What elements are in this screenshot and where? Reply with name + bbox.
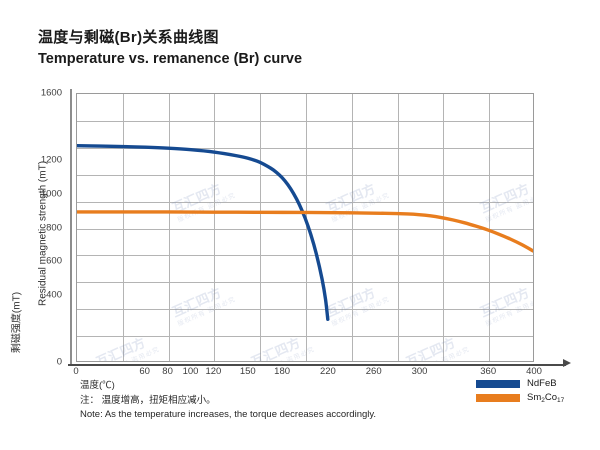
gridline-horizontal: [77, 309, 533, 311]
gridline-horizontal: [77, 147, 533, 149]
gridline-horizontal: [77, 120, 533, 122]
y-tick-label: 1600: [40, 87, 62, 99]
chart-note: 注： 温度增高，扭矩相应减小。 Note: As the temperature…: [80, 394, 376, 421]
x-tick-label: 120: [205, 366, 222, 377]
x-tick-label: 0: [73, 366, 79, 377]
chart-note-en: Note: As the temperature increases, the …: [80, 408, 377, 420]
series-line-ndfeb: [77, 146, 328, 320]
chart-title-block: 温度与剩磁(Br)关系曲线图 Temperature vs. remanence…: [38, 28, 302, 69]
gridline-horizontal: [77, 228, 533, 230]
x-tick-label: 400: [526, 366, 542, 377]
legend-label: Sm2Co17: [527, 392, 565, 404]
gridline-vertical: [397, 94, 399, 361]
y-tick-label: 800: [46, 222, 62, 233]
x-tick-label: 220: [319, 366, 336, 377]
y-axis-spine: [70, 89, 72, 366]
y-tick-label: 600: [46, 255, 62, 267]
x-tick-label: 100: [182, 366, 199, 377]
y-tick-label: 400: [46, 289, 62, 301]
x-tick-label: 360: [480, 366, 497, 377]
chart-title-cn: 温度与剩磁(Br)关系曲线图: [38, 29, 219, 46]
gridline-vertical: [489, 94, 491, 361]
x-axis-spine: [68, 364, 566, 366]
y-axis-ticks: 0 400 600 800 1000 1200 1600: [22, 0, 62, 450]
x-tick-label: 180: [274, 366, 291, 377]
x-tick-label: 150: [239, 366, 256, 377]
legend-item-ndfeb[interactable]: NdFeB: [476, 378, 564, 389]
gridline-horizontal: [77, 174, 533, 176]
legend-swatch: [476, 393, 520, 402]
gridline-vertical: [306, 94, 307, 361]
chart-title-en: Temperature vs. remanence (Br) curve: [38, 51, 303, 67]
x-tick-label: 60: [139, 366, 150, 377]
gridline-vertical: [260, 94, 262, 361]
series-line-sm2co17: [77, 212, 533, 251]
x-axis-label-cn: 温度(℃): [80, 380, 115, 391]
plot-inner: 互汇四方 版权所有 盗用必究 互汇四方 版权所有 盗用必究 互汇四方 版权所有 盗用必究互…: [77, 94, 533, 361]
gridline-vertical: [122, 94, 124, 361]
x-tick-label: 260: [365, 366, 382, 377]
gridline-vertical: [214, 94, 216, 361]
legend-label: NdFeB: [527, 378, 557, 389]
gridline-horizontal: [77, 201, 533, 203]
y-tick-label: 0: [56, 356, 62, 368]
series-canvas: [77, 94, 533, 361]
x-axis-arrow-icon: [563, 359, 571, 367]
gridline-horizontal: [77, 282, 533, 284]
gridline-vertical: [443, 94, 445, 361]
legend-swatch: [476, 379, 520, 388]
chart-legend: NdFeB Sm2Co17: [476, 378, 564, 406]
plot-area: 互汇四方 版权所有 盗用必究 互汇四方 版权所有 盗用必究 互汇四方 版权所有 盗用必究互…: [76, 93, 534, 362]
y-tick-label: 1000: [40, 188, 62, 200]
x-tick-label: 80: [162, 366, 173, 377]
x-axis-ticks: 0 60 80 100 120 150 180 220 260 300 360 400: [0, 366, 600, 382]
gridline-horizontal: [77, 336, 533, 338]
legend-item-sm2co17[interactable]: Sm2Co17: [476, 392, 565, 404]
y-axis-label-en: Residual magnetic strength (mT): [37, 160, 49, 307]
x-tick-label: 300: [411, 366, 428, 377]
y-axis-label-cn: 剩磁强度(mT): [11, 291, 23, 354]
gridline-vertical: [168, 94, 170, 361]
gridline-vertical: [351, 94, 353, 361]
gridline-horizontal: [77, 255, 533, 257]
y-tick-label: 1200: [40, 154, 62, 166]
chart-note-cn: 注： 温度增高，扭矩相应减小。: [80, 395, 216, 406]
